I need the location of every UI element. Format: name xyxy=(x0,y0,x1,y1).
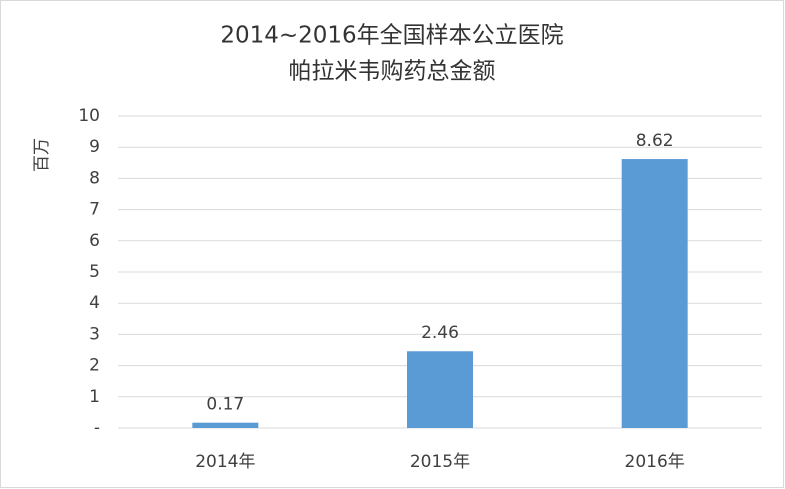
y-tick-label: 3 xyxy=(89,324,100,344)
x-tick-label: 2014年 xyxy=(195,452,255,472)
chart-title: 帕拉米韦购药总金额 xyxy=(289,59,496,85)
y-tick-label: 10 xyxy=(78,106,100,126)
y-tick-label: 4 xyxy=(89,293,100,313)
data-label: 0.17 xyxy=(206,395,244,415)
chart-title: 2014~2016年全国样本公立医院 xyxy=(220,23,563,49)
y-tick-label: 9 xyxy=(89,137,100,157)
x-tick-label: 2015年 xyxy=(410,452,470,472)
y-tick-label: 8 xyxy=(89,168,100,188)
bar xyxy=(621,159,688,428)
y-tick-label: 7 xyxy=(89,200,100,220)
y-tick-label: 6 xyxy=(89,231,100,251)
bar xyxy=(407,351,473,428)
y-tick-label: - xyxy=(94,418,100,438)
bar xyxy=(192,422,259,428)
y-tick-label: 1 xyxy=(89,387,100,407)
data-label: 2.46 xyxy=(421,323,459,343)
x-tick-label: 2016年 xyxy=(625,452,685,472)
y-tick-label: 2 xyxy=(89,356,100,376)
y-tick-label: 5 xyxy=(89,262,100,282)
data-label: 8.62 xyxy=(636,131,674,151)
y-axis-label: 百万 xyxy=(32,138,52,172)
